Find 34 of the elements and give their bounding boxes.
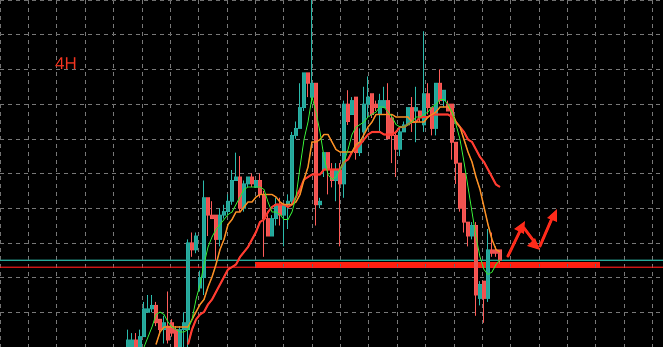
- candlestick: [478, 280, 482, 306]
- candlestick: [470, 222, 474, 240]
- candlestick: [490, 232, 494, 258]
- candlestick: [346, 90, 350, 126]
- candlestick: [134, 332, 138, 347]
- candlestick: [194, 232, 198, 254]
- candlestick: [190, 232, 194, 258]
- candlestick: [126, 329, 130, 347]
- candlestick: [422, 30, 426, 132]
- candlestick: [474, 222, 478, 316]
- candlestick: [442, 90, 446, 108]
- candlestick: [350, 96, 354, 116]
- candlestick: [218, 208, 222, 247]
- candlestick: [186, 238, 190, 347]
- candlestick: [410, 96, 414, 132]
- candlestick: [314, 82, 318, 226]
- candlestick: [166, 290, 170, 344]
- candlestick: [370, 93, 374, 118]
- candlestick: [250, 173, 254, 188]
- candlestick: [414, 86, 418, 143]
- candlestick: [338, 162, 342, 247]
- candlestick: [206, 197, 210, 236]
- candlestick: [202, 180, 206, 296]
- candlestick: [318, 197, 322, 209]
- candlestick: [150, 294, 154, 313]
- candlestick: [438, 68, 442, 105]
- candlestick: [342, 100, 346, 198]
- candlestick: [310, 0, 314, 105]
- candlestick: [130, 332, 134, 347]
- candlestick: [238, 156, 242, 212]
- candlestick: [306, 72, 310, 98]
- candlestick: [482, 280, 486, 324]
- candlestick: [326, 152, 330, 195]
- text: 4H: [55, 54, 77, 73]
